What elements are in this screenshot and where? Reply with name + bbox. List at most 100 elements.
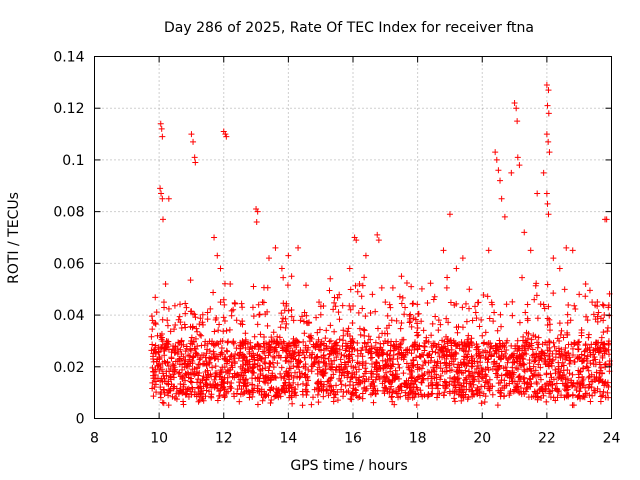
data-point [447, 299, 454, 306]
data-point [530, 363, 537, 370]
data-point [271, 393, 278, 400]
data-point [497, 379, 504, 386]
data-point [198, 332, 205, 339]
data-point [569, 247, 576, 254]
data-point [190, 353, 196, 360]
data-point [233, 317, 240, 324]
data-point [313, 340, 320, 347]
data-point [261, 334, 268, 341]
data-point [498, 323, 505, 330]
data-point [165, 402, 172, 409]
data-point [478, 400, 485, 407]
data-point [399, 294, 406, 301]
data-point [546, 390, 553, 397]
data-point [246, 391, 253, 398]
data-point [196, 356, 203, 363]
data-point [159, 399, 166, 406]
data-point [581, 394, 588, 401]
data-point [413, 376, 420, 383]
data-point [587, 349, 594, 356]
data-point [339, 343, 346, 350]
data-point [226, 370, 233, 377]
data-point [604, 328, 611, 335]
data-point [398, 300, 405, 307]
data-point [501, 392, 508, 399]
data-point [185, 352, 192, 359]
data-point [226, 356, 233, 363]
data-point [250, 313, 257, 320]
data-point [408, 350, 415, 357]
data-point [387, 368, 394, 375]
data-point [557, 331, 564, 338]
data-point [443, 315, 450, 322]
data-point [179, 376, 186, 383]
data-point [184, 386, 191, 393]
data-point [222, 369, 229, 376]
data-point [356, 380, 363, 387]
data-point [227, 281, 234, 288]
data-point [363, 343, 370, 350]
data-point [221, 394, 228, 401]
data-point [427, 379, 434, 386]
data-point [380, 364, 387, 371]
data-point [604, 324, 611, 331]
data-point [330, 386, 337, 393]
data-point [272, 373, 279, 380]
data-point [172, 358, 179, 365]
data-point [393, 338, 400, 345]
data-point [497, 387, 504, 394]
data-point [349, 357, 356, 364]
data-point [480, 292, 487, 299]
data-point [156, 361, 163, 368]
data-point [514, 337, 521, 344]
data-point [587, 398, 594, 405]
data-point [176, 313, 183, 320]
data-point [195, 385, 202, 392]
data-point [503, 301, 510, 308]
data-point [451, 398, 458, 405]
data-point [475, 350, 482, 357]
data-point [569, 345, 576, 352]
data-point [160, 299, 167, 306]
data-point [209, 364, 216, 371]
data-point [414, 345, 421, 352]
data-point [485, 380, 492, 387]
data-point [584, 353, 591, 360]
data-point [544, 315, 551, 322]
data-point [241, 353, 248, 360]
data-point [326, 351, 333, 358]
data-point [282, 324, 289, 331]
data-point [508, 169, 515, 176]
data-point [348, 391, 355, 398]
data-point [418, 379, 425, 386]
data-point [190, 338, 197, 345]
data-point [327, 337, 334, 344]
data-point [603, 382, 610, 389]
data-point [525, 345, 532, 352]
data-point [347, 340, 354, 347]
data-point [590, 311, 597, 318]
data-point [441, 389, 448, 396]
data-point [327, 365, 334, 372]
data-point [605, 351, 612, 358]
data-point [333, 345, 340, 352]
y-axis-title: ROTI / TECUs [6, 192, 22, 284]
data-point [152, 350, 159, 357]
data-point [466, 305, 473, 312]
data-point [488, 353, 495, 360]
data-point [188, 391, 195, 398]
data-point [320, 367, 327, 374]
data-point [159, 378, 166, 385]
data-point [543, 81, 550, 88]
data-point [265, 392, 272, 399]
data-point [538, 352, 545, 359]
data-point [516, 162, 523, 169]
data-point [316, 364, 323, 371]
data-point [498, 195, 505, 202]
data-point [599, 392, 606, 399]
data-point [379, 347, 386, 354]
data-point [212, 373, 219, 380]
data-point [183, 343, 190, 350]
data-point [375, 237, 382, 244]
data-point [286, 381, 293, 388]
